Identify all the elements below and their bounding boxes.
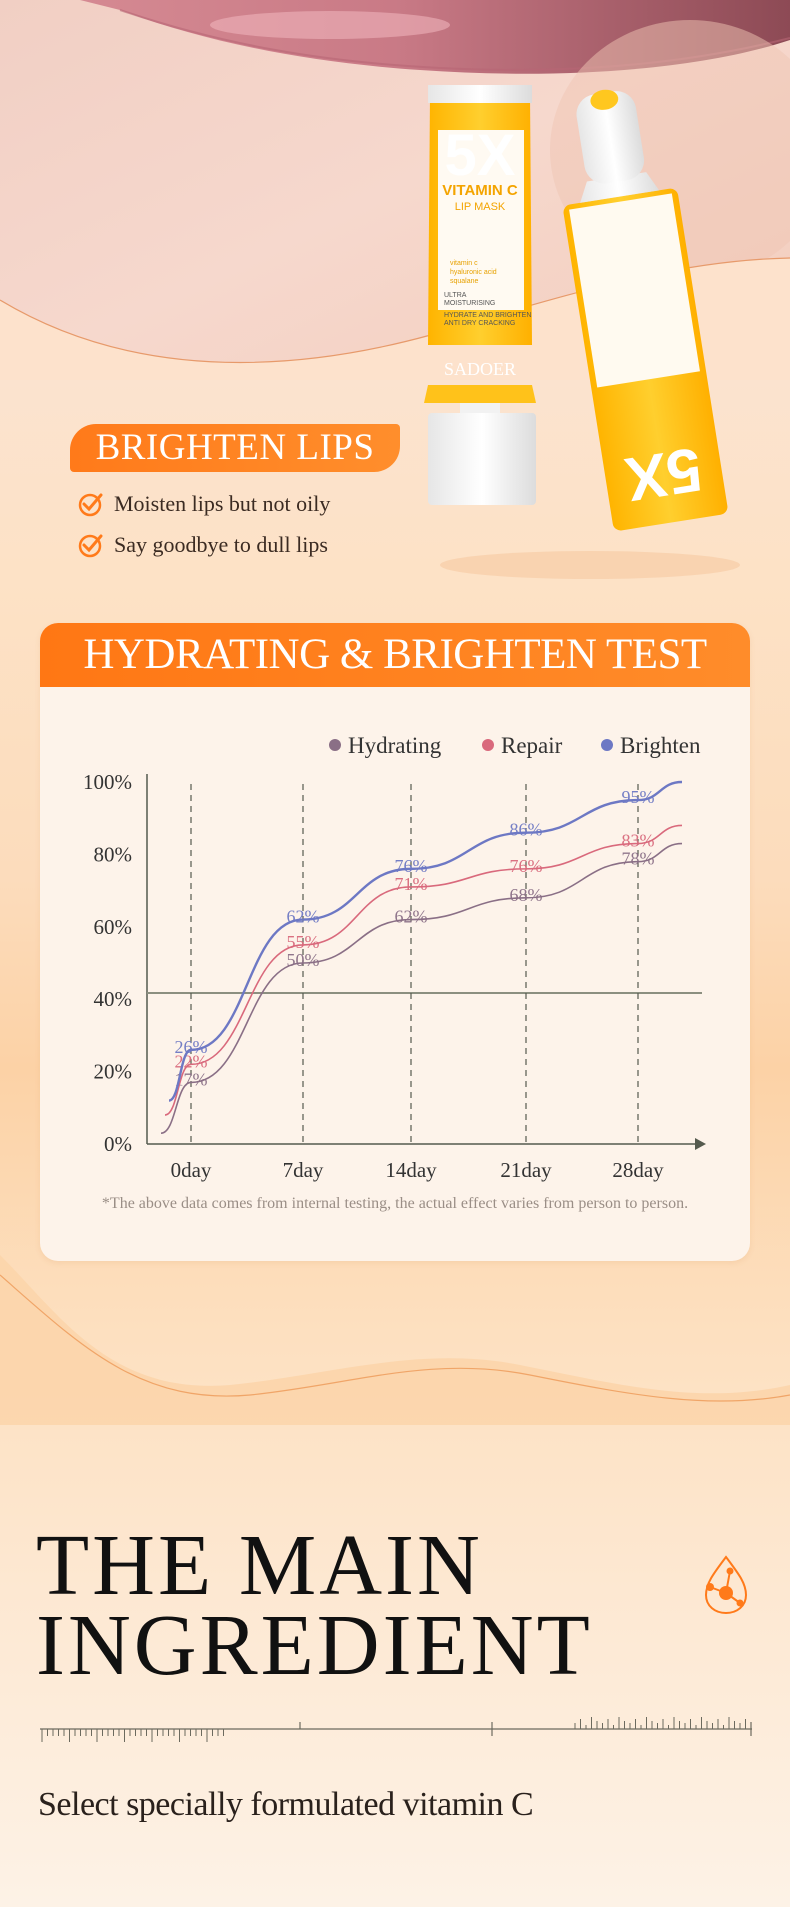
x-tick-label: 14day [385,1158,437,1182]
data-label: 50% [287,950,320,970]
tube-name-label: VITAMIN C [442,182,518,199]
x-tick-label: 0day [171,1158,212,1182]
data-label: 62% [287,907,320,927]
y-tick-label: 40% [94,987,133,1011]
data-label: 68% [510,885,543,905]
main-ingredient-title-line2: INGREDIENT [36,1596,593,1693]
y-tick-label: 20% [94,1060,133,1084]
y-tick-label: 100% [83,770,132,794]
main-ingredient-title: THE MAIN INGREDIENT [36,1516,676,1693]
series-line-hydrating [160,842,683,1134]
legend-label: Repair [501,733,563,758]
test-card-title: HYDRATING & BRIGHTEN TEST [40,623,750,687]
y-tick-label: 80% [94,842,133,866]
brighten-lips-banner: BRIGHTEN LIPS [70,424,400,472]
hydrating-test-card: HYDRATING & BRIGHTEN TEST 0% 20% 40% 60% 80%… [40,623,750,1261]
tube-claim-3: HYDRATE AND BRIGHTEN [444,312,531,319]
svg-text:5X: 5X [621,434,707,514]
benefit-item-moisten: Moisten lips but not oily [78,489,330,519]
series-line-brighten [168,780,683,1102]
data-label: 62% [395,907,428,927]
molecule-icon [704,1555,748,1615]
data-label: 55% [287,932,320,952]
product-tubes-image: 5X 5X VITAMIN C LIP MASK vitamin c hyalu… [420,85,750,595]
ruler-divider [40,1712,752,1742]
legend-label: Hydrating [348,733,442,758]
tube-claim-2: MOISTURISING [444,300,495,307]
x-axis-arrow [695,1138,706,1150]
benefit-text: Moisten lips but not oily [114,491,331,516]
benefit-item-dull: Say goodbye to dull lips [78,530,328,560]
x-tick-label: 21day [500,1158,552,1182]
series-line-repair [164,824,683,1116]
legend-marker-brighten [601,739,613,751]
test-footnote: *The above data comes from internal test… [101,1195,689,1212]
legend-label: Brighten [620,733,701,758]
data-label: 83% [622,831,655,851]
tube-ingredient-1: vitamin c [450,260,478,267]
legend-marker-hydrating [329,739,341,751]
tube-ingredient-3: squalane [450,278,479,285]
benefit-text: Say goodbye to dull lips [114,532,328,557]
tube-5x-label: 5X [445,123,516,188]
line-chart: 0% 20% 40% 60% 80% 100% 0day 7day 14day 21day 28da… [40,687,750,1207]
tube-ingredient-2: hyaluronic acid [450,269,497,276]
y-tick-label: 0% [104,1132,132,1156]
tube-claim-1: ULTRA [444,292,467,299]
y-tick-label: 60% [94,915,133,939]
x-tick-label: 7day [283,1158,324,1182]
data-label: 76% [395,856,428,876]
data-label: 76% [510,856,543,876]
legend-marker-repair [482,739,494,751]
main-ingredient-subtitle: Select specially formulated vitamin C [38,1786,534,1823]
data-label: 86% [510,820,543,840]
check-circle-icon [78,534,103,558]
tube-claim-4: ANTI DRY CRACKING [444,320,515,327]
data-label: 71% [395,874,428,894]
tube-brand-label: SADOER [444,359,516,379]
data-label: 78% [622,849,655,869]
check-circle-icon [78,493,103,517]
decorative-wave [0,1255,790,1425]
main-ingredient-title-line1: THE MAIN [36,1516,483,1613]
data-label: 26% [175,1037,208,1057]
data-label: 95% [622,787,655,807]
tube-type-label: LIP MASK [455,201,506,213]
x-tick-label: 28day [612,1158,664,1182]
